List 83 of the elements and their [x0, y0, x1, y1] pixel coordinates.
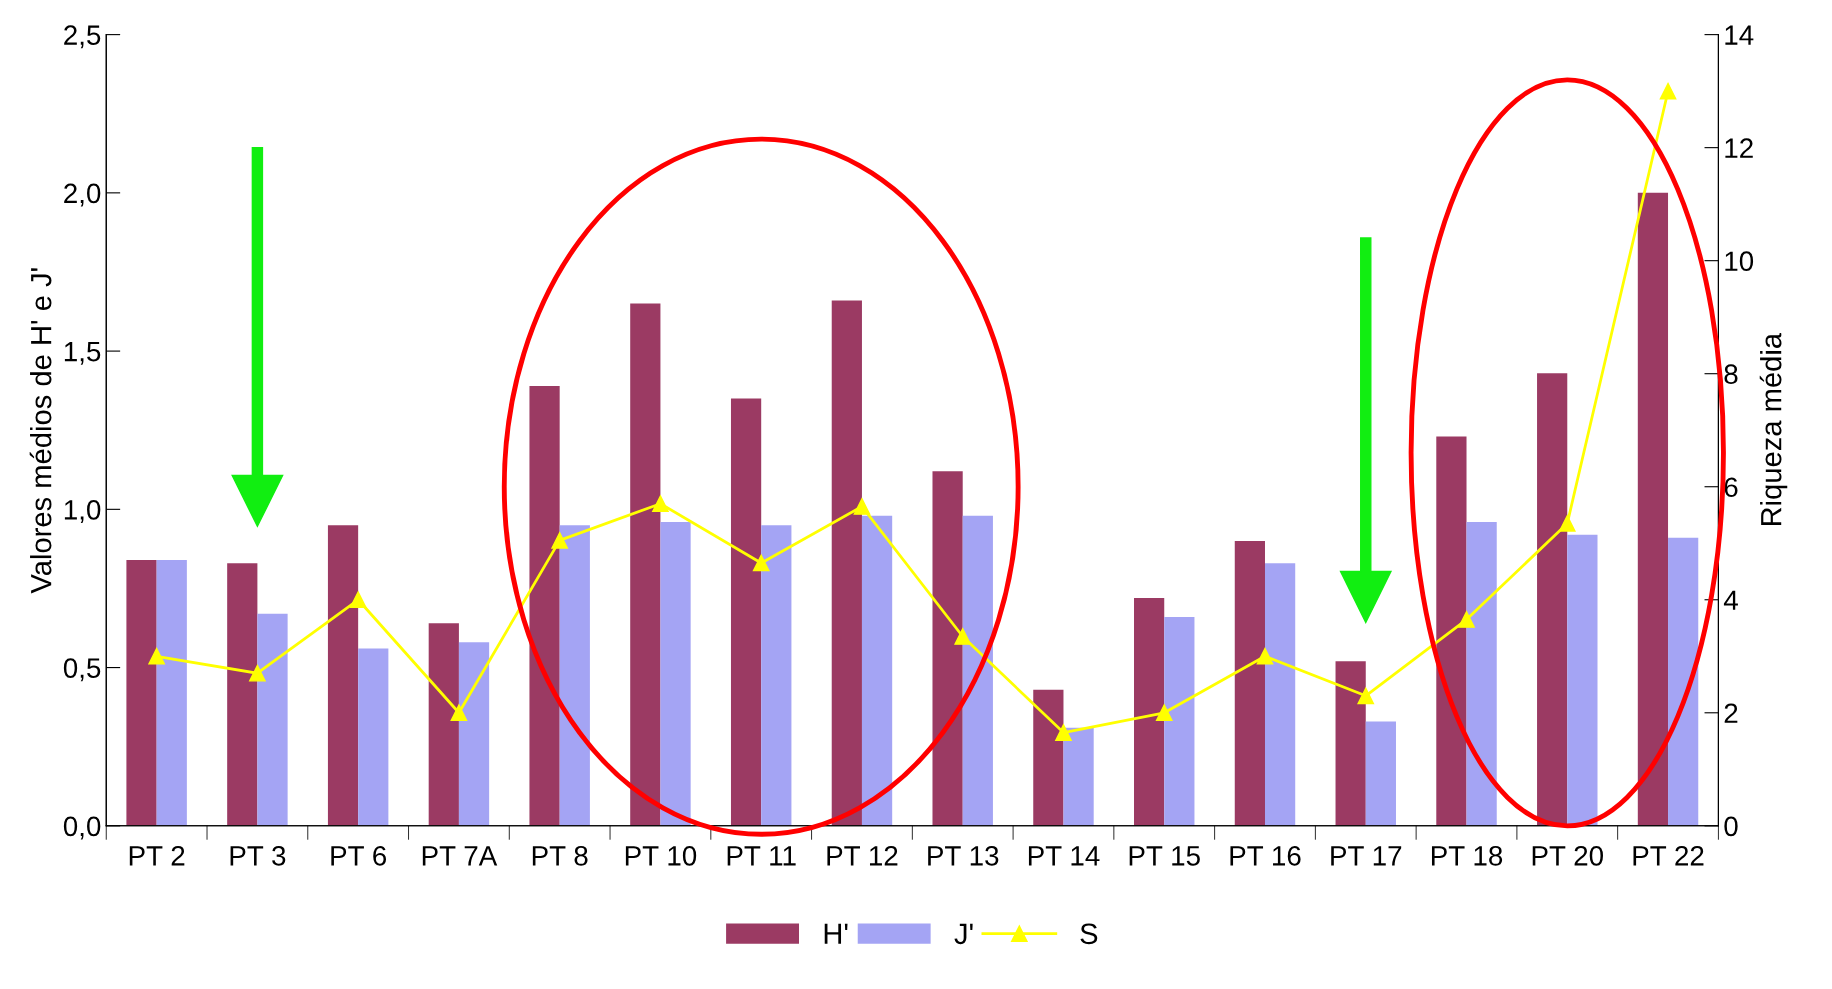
bar: [1164, 616, 1195, 826]
point: [1659, 82, 1677, 100]
y-tick-label: 2,0: [64, 183, 101, 207]
x-tick-label: PT 18: [1431, 845, 1503, 866]
y2-tick-label: 12: [1725, 138, 1753, 158]
bar: [630, 303, 661, 826]
bar: [156, 559, 187, 826]
bar: [458, 642, 490, 826]
point: [551, 532, 569, 549]
x-tick-label: PT 7A: [422, 846, 498, 866]
bar: [1365, 721, 1396, 826]
point: [1558, 515, 1576, 532]
y-tick-label: 0,5: [63, 658, 101, 682]
bar: [1134, 597, 1165, 826]
bar: [831, 300, 862, 826]
point: [148, 647, 165, 665]
bar: [730, 398, 762, 826]
bar: [559, 525, 590, 826]
y2-tick-label: 10: [1725, 251, 1754, 272]
bar: [660, 521, 691, 826]
legend-label: J': [954, 923, 973, 945]
x-tick-label: PT 12: [827, 845, 898, 866]
x-tick-label: PT 22: [1633, 845, 1704, 866]
bar: [1033, 689, 1064, 826]
y-tick-label: 2,5: [64, 25, 101, 49]
bar: [761, 525, 792, 826]
y-tick-label: 1,0: [64, 500, 101, 523]
bar: [1567, 534, 1598, 826]
point: [954, 628, 972, 645]
y2-axis-title: Riqueza média: [1759, 332, 1788, 526]
point: [752, 554, 770, 572]
bar: [126, 559, 157, 826]
x-tick-label: PT 3: [230, 845, 286, 866]
y2-tick-label: 4: [1723, 590, 1738, 610]
x-tick-label: PT 10: [625, 845, 697, 866]
x-tick-label: PT 14: [1028, 846, 1100, 866]
point: [349, 591, 367, 609]
x-tick-label: PT 17: [1331, 846, 1402, 866]
y2-tick-label: 2: [1724, 703, 1738, 723]
legend-label: H': [824, 923, 848, 944]
y-axis-title: Valores médios de H' e J': [29, 268, 52, 594]
bar: [529, 385, 560, 826]
point: [652, 495, 669, 513]
point: [1357, 687, 1375, 705]
point: [450, 704, 468, 722]
x-tick-label: PT 6: [331, 845, 387, 866]
point: [1256, 647, 1274, 665]
point: [1055, 724, 1072, 741]
bar: [962, 515, 993, 826]
bar: [1466, 521, 1497, 826]
x-tick-label: PT 2: [129, 845, 185, 866]
bar: [1063, 727, 1094, 826]
x-tick-label: PT 16: [1230, 845, 1301, 866]
bar: [227, 563, 258, 826]
y2-tick-label: 14: [1725, 25, 1754, 45]
bar: [1637, 192, 1669, 826]
bar: [1335, 661, 1366, 826]
x-tick-label: PT 11: [727, 846, 796, 866]
y2-tick-label: 8: [1724, 364, 1738, 385]
y2-tick-label: 6: [1724, 477, 1738, 498]
x-tick-label: PT 15: [1129, 846, 1200, 866]
x-tick-label: PT 8: [532, 845, 588, 866]
bar: [932, 471, 963, 826]
point: [1458, 611, 1475, 628]
bar: [327, 525, 359, 826]
bar: [358, 648, 389, 826]
bar: [1436, 436, 1467, 826]
y-tick-label: 0,0: [63, 816, 101, 840]
point: [853, 498, 871, 515]
point: [1155, 704, 1173, 722]
x-tick-label: PT 13: [928, 845, 999, 866]
bar: [428, 623, 459, 826]
legend-label: S: [1080, 923, 1098, 945]
bar: [257, 613, 288, 826]
bar: [1537, 373, 1568, 826]
y-tick-label: 1,5: [64, 342, 101, 365]
point: [249, 664, 266, 682]
x-tick-label: PT 20: [1532, 845, 1603, 866]
bar: [1668, 537, 1699, 826]
bar: [1265, 563, 1296, 826]
y2-tick-label: 0: [1724, 816, 1738, 837]
bar: [1234, 540, 1265, 826]
bar: [861, 515, 893, 826]
